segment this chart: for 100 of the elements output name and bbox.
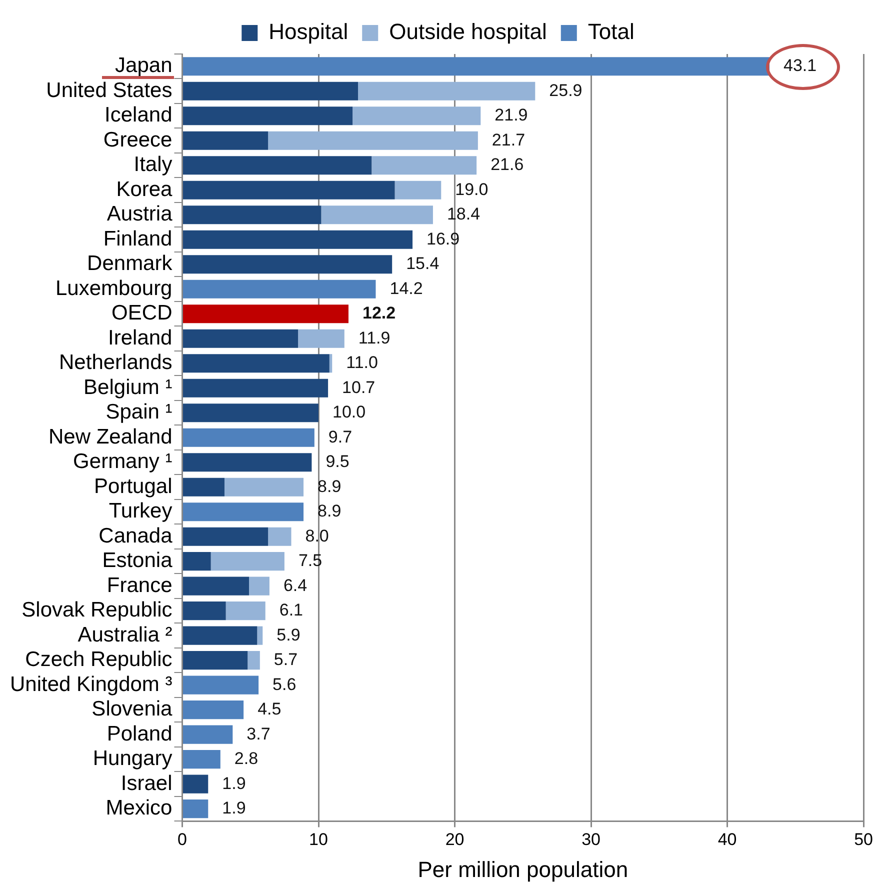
total-label: 4.5	[258, 700, 282, 719]
y-tick-label: Slovak Republic	[22, 598, 172, 622]
y-tick-label: Spain ¹	[106, 400, 172, 424]
y-tick-label: Australia ²	[78, 623, 172, 646]
total-label: 43.1	[784, 56, 817, 76]
bar	[183, 676, 259, 694]
bar	[226, 602, 266, 620]
total-label: 3.7	[246, 724, 270, 744]
total-label: 18.4	[446, 204, 480, 224]
y-tick-label: Czech Republic	[25, 648, 172, 672]
bar	[183, 602, 226, 620]
total-label: 21.7	[492, 130, 526, 150]
y-tick-label: United States	[46, 78, 172, 102]
bar	[183, 230, 413, 249]
bar	[183, 774, 208, 794]
total-label: 1.9	[222, 774, 246, 793]
bar	[183, 453, 312, 472]
y-tick-label: United Kingdom ³	[10, 672, 172, 696]
bar	[183, 131, 268, 150]
bar	[183, 354, 330, 373]
bar	[183, 651, 248, 670]
bar	[321, 206, 433, 224]
total-label: 21.9	[494, 106, 528, 125]
bar	[268, 527, 292, 546]
y-tick-label: Luxembourg	[56, 276, 172, 300]
bar	[183, 106, 353, 126]
bar	[183, 502, 304, 522]
total-label: 8.9	[318, 502, 342, 521]
bar	[183, 404, 319, 422]
y-tick-label: Slovenia	[92, 698, 173, 721]
y-tick-label: Poland	[106, 722, 172, 746]
total-label: 5.6	[272, 674, 296, 694]
bar	[183, 527, 268, 546]
bar	[210, 552, 284, 571]
total-label: 6.1	[279, 600, 304, 620]
bar	[257, 626, 263, 645]
y-tick-label: Mexico	[106, 796, 172, 820]
bar	[248, 651, 260, 670]
total-label: 6.4	[283, 576, 308, 595]
total-label: 2.8	[234, 749, 258, 768]
bar	[183, 626, 258, 645]
y-tick-label: OECD	[112, 302, 172, 325]
y-tick-label: France	[106, 574, 172, 597]
x-tick-label: 30	[582, 830, 600, 850]
total-label: 1.9	[222, 798, 246, 818]
y-tick-label: Israel	[120, 772, 172, 795]
bar	[183, 428, 314, 447]
y-tick-label: Ireland	[108, 326, 172, 350]
bar	[183, 280, 376, 298]
x-tick-label: 0	[178, 830, 187, 850]
y-tick-label: Hungary	[92, 747, 173, 770]
total-label: 7.5	[298, 551, 322, 570]
total-label: 15.4	[406, 254, 440, 274]
y-tick-label: Finland	[103, 227, 172, 250]
y-tick-label: Turkey	[108, 500, 173, 523]
bar	[183, 329, 298, 348]
total-label: 10.0	[332, 402, 366, 422]
bar	[183, 180, 395, 200]
y-tick-label: Austria	[106, 202, 173, 226]
bar	[352, 106, 481, 126]
x-axis-title: Per million population	[418, 856, 628, 882]
x-tick-label: 10	[309, 830, 328, 850]
total-label: 21.6	[490, 155, 524, 174]
total-label: 5.7	[274, 650, 298, 670]
bar	[183, 800, 208, 818]
y-tick-label: Italy	[134, 153, 173, 176]
total-label: 19.0	[455, 180, 488, 199]
total-label: 9.5	[326, 452, 350, 472]
total-label: 10.7	[342, 378, 376, 397]
bar	[224, 478, 304, 496]
y-tick-label: Estonia	[102, 549, 173, 572]
total-label: 9.7	[328, 427, 352, 446]
total-label: 25.9	[549, 80, 582, 100]
total-label: 8.9	[318, 476, 342, 496]
legend-label: Total	[588, 19, 634, 44]
bar	[183, 750, 220, 769]
y-tick-label: Japan	[115, 54, 172, 78]
total-label: 12.2	[362, 304, 396, 323]
bar	[268, 131, 478, 150]
bar	[183, 304, 348, 324]
legend-label: Outside hospital	[389, 19, 547, 44]
y-tick-label: Netherlands	[59, 351, 172, 374]
total-label: 8.0	[305, 526, 329, 546]
total-label: 5.9	[276, 625, 300, 644]
y-tick-label: Canada	[98, 524, 173, 548]
bar	[358, 82, 536, 100]
bar	[183, 255, 392, 274]
bar	[183, 82, 358, 100]
total-label: 11.9	[358, 328, 390, 348]
y-tick-label: New Zealand	[48, 425, 172, 448]
total-label: 14.2	[390, 278, 423, 298]
bar	[372, 156, 477, 175]
y-tick-label: Iceland	[104, 104, 172, 127]
bar	[183, 700, 244, 720]
bar	[329, 354, 332, 373]
y-tick-label: Korea	[116, 178, 173, 201]
bar	[183, 725, 233, 744]
y-tick-label: Germany ¹	[73, 450, 172, 474]
bar	[298, 329, 344, 348]
bar	[183, 576, 250, 596]
